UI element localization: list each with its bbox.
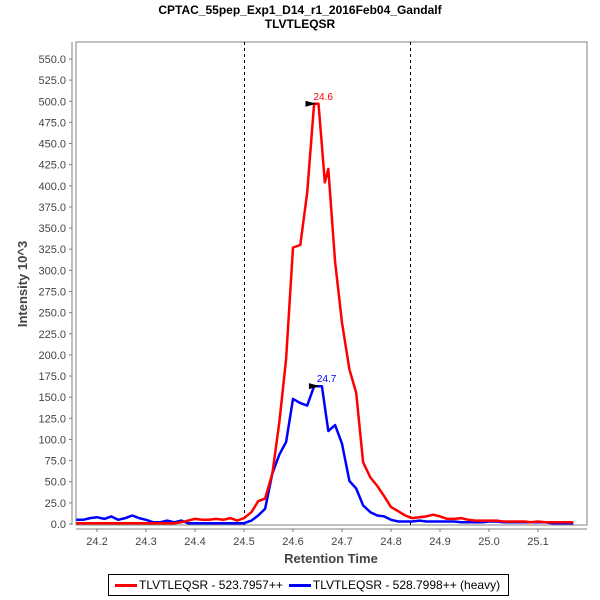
series-line-light: [76, 102, 574, 525]
y-tick-label: 100.0: [38, 434, 66, 446]
chart-title: CPTAC_55pep_Exp1_D14_r1_2016Feb04_Gandal…: [158, 3, 442, 17]
boundary-markers: [244, 42, 411, 525]
y-tick-label: 250.0: [38, 308, 66, 320]
x-axis-label: Retention Time: [284, 551, 378, 566]
y-tick-label: 75.0: [45, 456, 66, 468]
y-tick-label: 50.0: [45, 477, 66, 489]
x-tick-label: 25.1: [527, 536, 548, 548]
y-tick-label: 350.0: [38, 223, 66, 235]
x-tick-label: 24.4: [184, 536, 205, 548]
y-tick-label: 0.0: [51, 519, 66, 531]
y-tick-label: 475.0: [38, 117, 66, 129]
y-tick-label: 300.0: [38, 265, 66, 277]
y-tick-label: 225.0: [38, 329, 66, 341]
y-tick-label: 550.0: [38, 54, 66, 66]
series-lines: [76, 102, 574, 525]
peak-arrow-icon: [308, 383, 320, 390]
y-tick-label: 400.0: [38, 181, 66, 193]
x-tick-label: 24.3: [135, 536, 156, 548]
y-axis: 0.0 25.0 50.0 75.0 100.0 125.0 150.0 175.0 200.0…: [38, 42, 73, 531]
legend-swatch-blue: [288, 583, 311, 587]
y-tick-label: 275.0: [38, 286, 66, 298]
y-tick-label: 25.0: [45, 498, 66, 510]
y-tick-label: 125.0: [38, 413, 66, 425]
y-tick-label: 375.0: [38, 202, 66, 214]
x-tick-label: 24.9: [429, 536, 450, 548]
x-tick-label: 24.5: [233, 536, 254, 548]
y-tick-label: 175.0: [38, 371, 66, 383]
legend-item-heavy: TLVTLEQSR - 528.7998++ (heavy): [287, 578, 500, 592]
chart-subtitle: TLVTLEQSR: [264, 17, 336, 31]
legend-label: TLVTLEQSR - 528.7998++ (heavy): [312, 578, 501, 592]
peak-arrow-icon: [305, 100, 317, 107]
legend: TLVTLEQSR - 523.7957++ TLVTLEQSR - 528.7…: [108, 574, 510, 596]
x-tick-label: 25.0: [478, 536, 499, 548]
plot-area: [75, 41, 588, 526]
y-tick-label: 450.0: [38, 139, 66, 151]
y-axis-label: Intensity 10^3: [15, 241, 30, 327]
legend-item-light: TLVTLEQSR - 523.7957++: [113, 578, 283, 592]
peak-label: 24.6: [313, 92, 333, 103]
x-tick-label: 24.2: [86, 536, 107, 548]
legend-label: TLVTLEQSR - 523.7957++: [139, 578, 283, 592]
y-tick-label: 425.0: [38, 160, 66, 172]
legend-swatch-red: [115, 583, 137, 587]
x-tick-label: 24.8: [380, 536, 401, 548]
x-tick-label: 24.7: [331, 536, 352, 548]
x-axis: 24.2 24.3 24.4 24.5 24.6 24.7 24.8 24.9 25.0 25.1: [76, 528, 587, 548]
y-tick-label: 525.0: [38, 75, 66, 87]
y-tick-label: 150.0: [38, 392, 66, 404]
peak-label: 24.7: [317, 374, 337, 385]
y-tick-label: 325.0: [38, 244, 66, 256]
y-tick-label: 200.0: [38, 350, 66, 362]
x-tick-label: 24.6: [282, 536, 303, 548]
y-tick-label: 500.0: [38, 96, 66, 108]
peak-annotations: 24.6 24.7: [305, 92, 337, 390]
